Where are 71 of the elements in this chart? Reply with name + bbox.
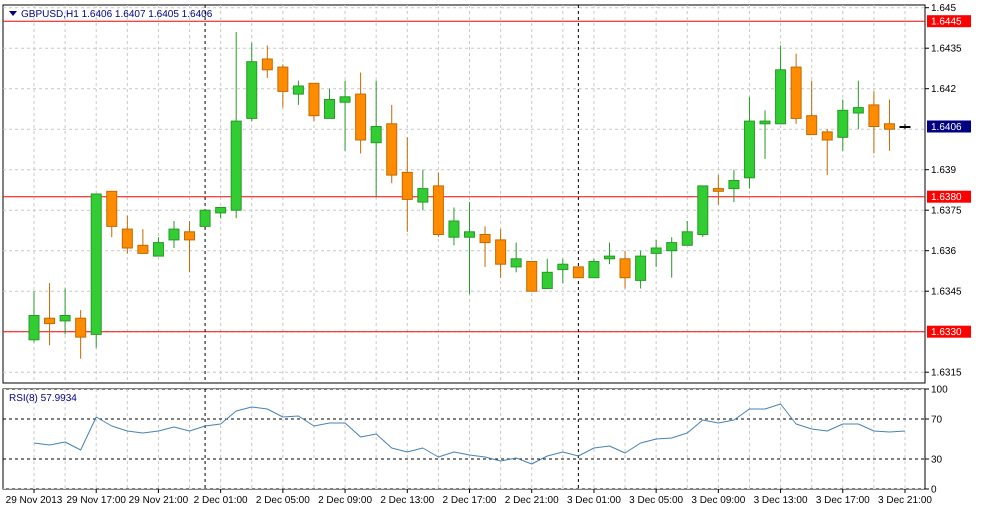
x-tick-label: 2 Dec 13:00 [380,495,435,506]
candlestick [448,207,460,246]
candlestick [340,80,351,152]
y-tick-label: 1.642 [931,84,956,96]
candlestick [75,310,86,360]
y-tick-label: 1.6345 [931,286,962,298]
x-tick-label: 29 Nov 17:00 [66,495,126,506]
candlestick [215,207,226,219]
candlestick [417,169,428,211]
y-tick-label: 0 [931,484,937,496]
x-tick-label: 2 Dec 21:00 [504,495,560,506]
candlestick [712,174,724,206]
candlestick [728,169,740,203]
line-series [34,404,906,464]
ref-line-label: 1.6380 [931,192,962,204]
y-tick-label: 100 [931,384,948,396]
candlestick [184,220,196,273]
candlestick [666,236,678,278]
candlestick [152,236,164,257]
candlestick [572,266,584,278]
y-tick-label: 1.6315 [931,368,962,379]
x-tick-label: 29 Nov 21:00 [128,495,189,506]
candlestick [292,80,304,106]
candlestick [588,258,600,278]
candlestick [137,228,148,254]
candlestick [122,215,133,254]
ref-line-label: 1.6445 [931,16,962,28]
x-tick-label: 3 Dec 13:00 [754,495,808,506]
candlestick [650,239,662,268]
x-tick-label: 2 Dec 05:00 [256,495,310,506]
x-tick-label: 3 Dec 17:00 [816,495,870,506]
candlestick [510,242,522,273]
y-tick-label: 1.645 [931,3,956,14]
y-tick-label: 1.639 [931,165,956,176]
x-tick-label: 3 Dec 21:00 [878,495,932,506]
x-tick-label: 3 Dec 01:00 [566,495,622,506]
candlestick [604,242,615,265]
candlestick [464,202,475,294]
candlestick [682,220,693,246]
chart-title: GBPUSD,H1 1.6406 1.6407 1.6405 1.6406 [21,9,213,20]
candlestick [620,250,631,289]
x-tick-label: 3 Dec 05:00 [629,495,684,506]
candlestick [868,90,880,154]
y-tick-label: 30 [931,454,943,466]
candlestick [60,288,71,335]
candlestick [760,110,771,160]
x-tick-label: 29 Nov 2013 [6,495,63,506]
text: 1.6406 [931,122,962,133]
x-tick-label: 3 Dec 09:00 [691,495,746,506]
candlestick [44,282,56,346]
candlestick [262,45,273,78]
y-tick-label: 1.6375 [931,206,962,217]
candlestick [822,128,833,176]
y-tick-label: 1.636 [931,246,956,258]
x-tick-label: 2 Dec 01:00 [194,495,248,506]
x-tick-label: 2 Dec 09:00 [318,495,372,506]
y-tick-label: 1.6435 [931,44,962,55]
candlestick [806,80,818,136]
candlestick [557,258,568,284]
ref-line-label: 1.6330 [931,327,962,338]
chart-title: RSI(8) 57.9934 [9,393,78,404]
y-tick-label: 70 [931,414,943,426]
candlestick [542,258,553,289]
candlestick [884,99,895,152]
candlestick [852,80,864,130]
candlestick [370,80,382,198]
x-tick-label: 2 Dec 17:00 [442,495,497,506]
candlestick [200,210,211,227]
candlestick [324,88,336,119]
candlestick [480,226,491,268]
candlestick [168,220,180,248]
